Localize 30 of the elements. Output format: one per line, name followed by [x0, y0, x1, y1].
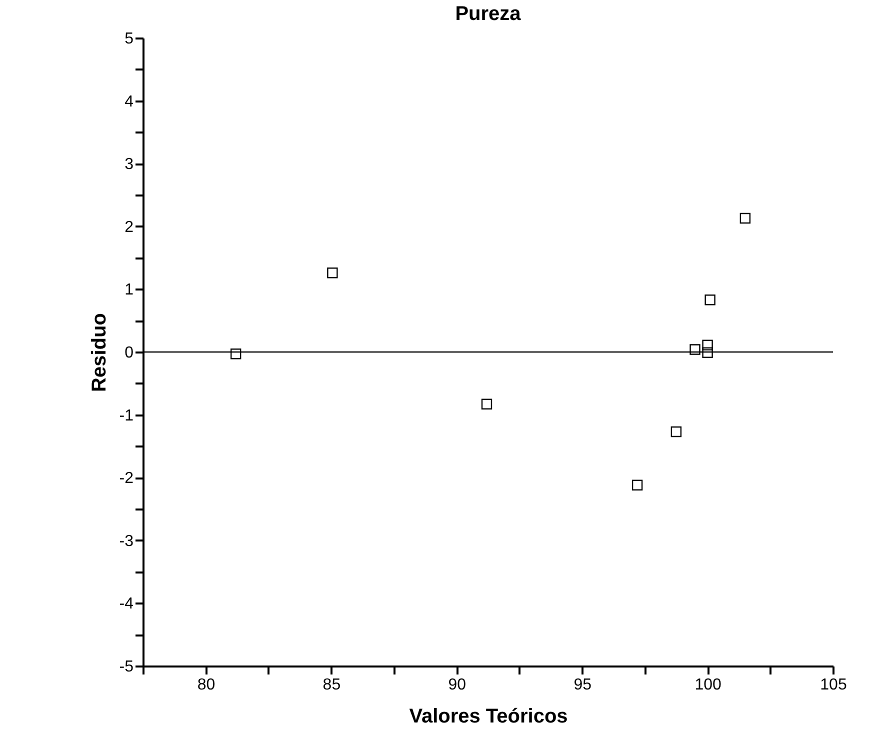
x-tick-label: 100 [694, 676, 722, 694]
point [740, 212, 751, 224]
x-tick-label: 90 [448, 676, 466, 694]
y-tick-label: 0 [124, 344, 134, 362]
y-tick-label: 1 [124, 282, 134, 299]
y-tick-label: -3 [119, 532, 134, 550]
y-tick-label: 5 [124, 30, 134, 48]
y-tick-label: -5 [119, 658, 134, 676]
x-tick-label: 80 [197, 676, 216, 694]
x-tick-label: 85 [322, 676, 341, 694]
point [702, 340, 713, 350]
point [690, 344, 700, 355]
y-tick-label: 4 [124, 93, 134, 110]
point [481, 398, 492, 410]
x-tick-label: 105 [820, 676, 847, 694]
point [702, 347, 713, 358]
point [632, 480, 643, 490]
y-tick-label: -2 [119, 470, 134, 488]
y-tick-label: -4 [119, 596, 134, 613]
x-axis-title: Valores Teóricos [409, 706, 568, 728]
point [704, 294, 716, 306]
x-tick-label: 95 [574, 676, 592, 694]
point [230, 348, 242, 360]
y-tick-label: 2 [124, 218, 134, 236]
y-tick-label: 3 [124, 156, 134, 174]
y-tick-label: -1 [119, 407, 134, 424]
chart-title: Pureza [455, 3, 522, 25]
y-axis-title: Residuo [88, 313, 110, 392]
point [327, 268, 338, 278]
point [670, 426, 682, 438]
